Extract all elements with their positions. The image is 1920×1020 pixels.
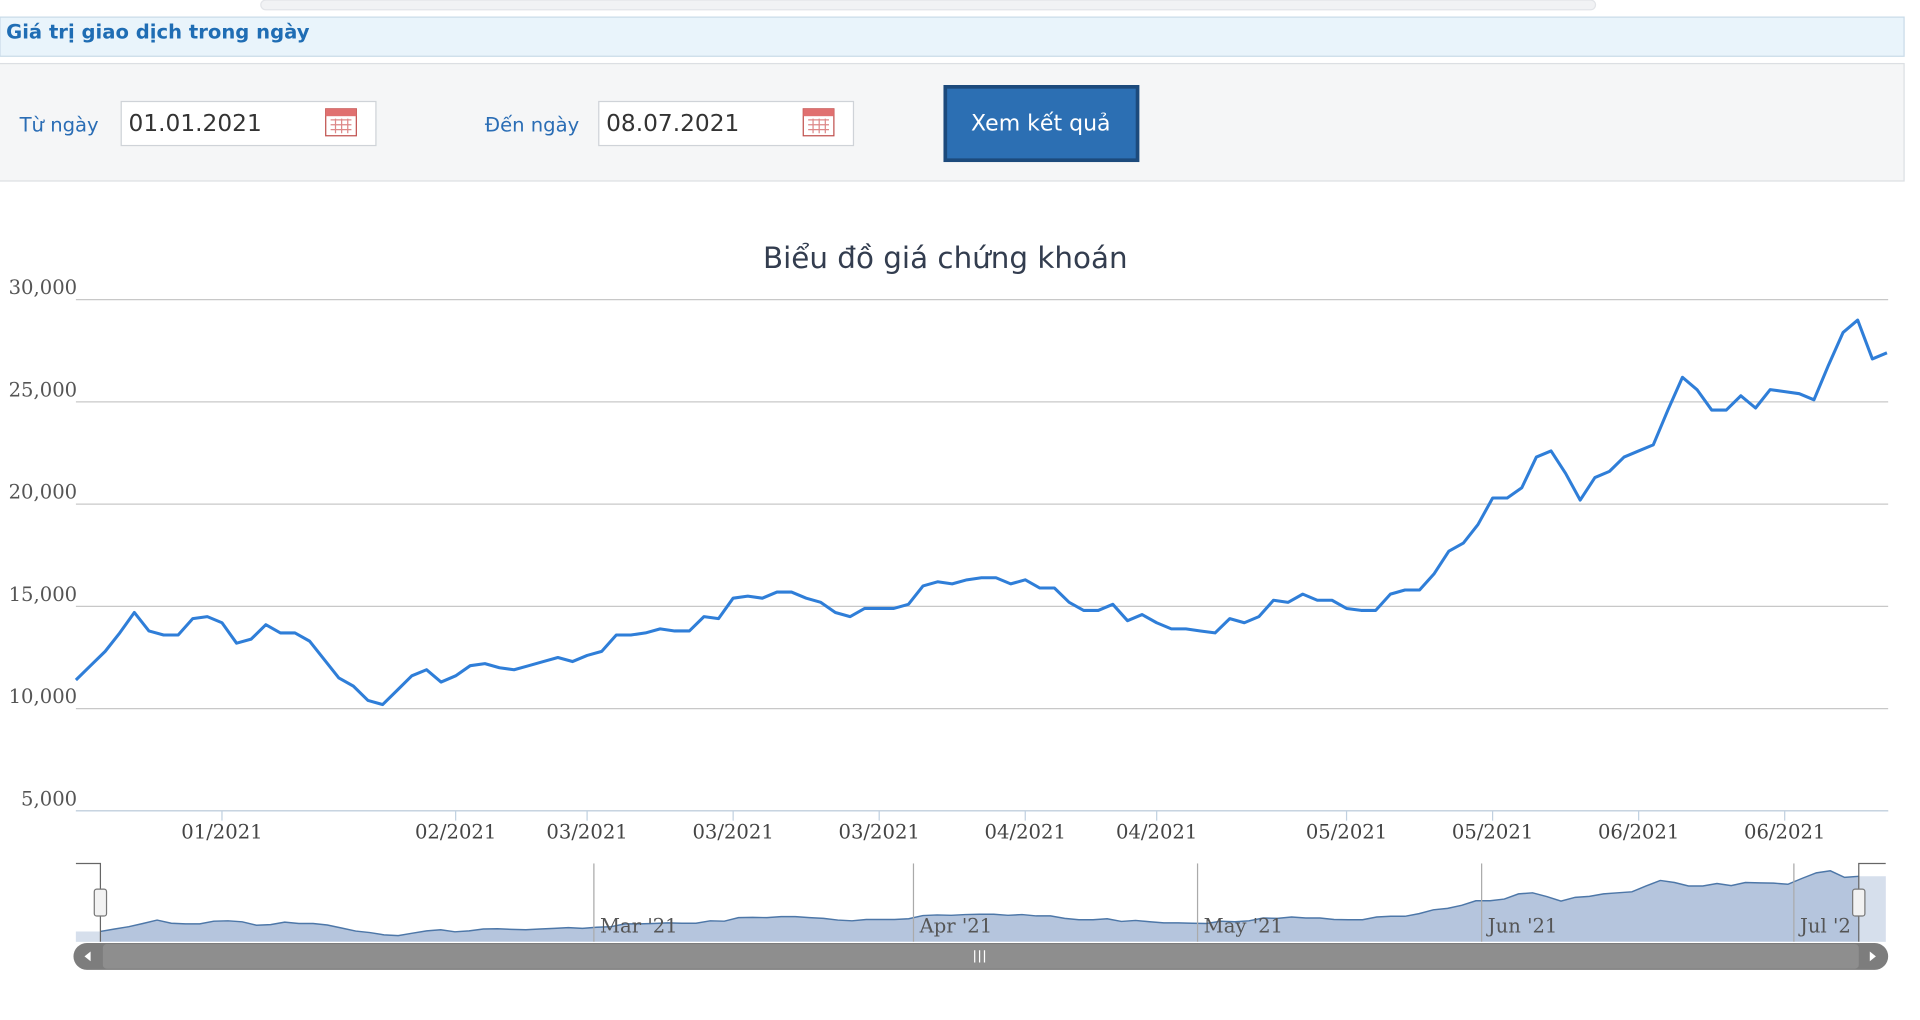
y-tick-label: 25,000	[9, 378, 78, 401]
navigator-label: Mar '21	[600, 915, 678, 938]
x-tick-label: 03/2021	[692, 820, 773, 843]
navigator: Mar '21 Apr '21 May '21 Jun '21 Jul '2	[73, 862, 1889, 970]
x-tick-label: 05/2021	[1306, 820, 1387, 843]
y-tick-label: 5,000	[21, 787, 77, 810]
chart-title: Biểu đồ giá chứng khoán	[763, 240, 1128, 275]
from-value: 01.01.2021	[129, 110, 262, 137]
x-tick-label: 01/2021	[181, 820, 262, 843]
submit-button[interactable]	[943, 85, 1140, 163]
to-value: 08.07.2021	[606, 110, 739, 137]
header-title: Giá trị giao dịch trong ngày	[6, 21, 310, 44]
search-bar[interactable]	[260, 0, 1597, 11]
y-tick-label: 10,000	[9, 685, 78, 708]
button-label: Xem kết quả	[971, 112, 1111, 137]
navigator-area	[75, 870, 1886, 942]
y-tick-label: 30,000	[9, 276, 78, 299]
price-line	[74, 318, 1888, 707]
navigator-label: Jul '2	[1798, 915, 1851, 938]
plot: 5,000 10,000 15,000 20,000 25,000 30,000 01/20…	[9, 276, 1889, 843]
x-tick-label: 04/2021	[985, 820, 1066, 843]
x-tick-label: 06/2021	[1598, 820, 1679, 843]
calendar-icon[interactable]	[802, 108, 835, 137]
from-label: Từ ngày	[19, 113, 99, 136]
scrollbar-grip	[974, 950, 986, 963]
y-tick-label: 20,000	[9, 481, 78, 504]
y-tick-label: 15,000	[9, 583, 78, 606]
navigator-handle[interactable]	[93, 888, 108, 917]
x-tick-label: 02/2021	[415, 820, 496, 843]
navigator-label: May '21	[1204, 915, 1283, 938]
x-tick-label: 05/2021	[1452, 820, 1533, 843]
x-tick-label: 06/2021	[1744, 820, 1825, 843]
to-label: Đến ngày	[485, 113, 579, 136]
x-tick-label: 03/2021	[838, 820, 919, 843]
navigator-line	[100, 870, 1859, 937]
navigator-handle[interactable]	[1852, 888, 1866, 917]
scrollbar-thumb[interactable]	[102, 944, 1859, 969]
calendar-icon[interactable]	[325, 108, 357, 137]
navigator-label: Apr '21	[919, 915, 993, 938]
x-tick-label: 03/2021	[546, 820, 627, 843]
navigator-label: Jun '21	[1486, 915, 1558, 938]
header-strip	[0, 16, 1905, 57]
x-tick-label: 04/2021	[1116, 820, 1197, 843]
